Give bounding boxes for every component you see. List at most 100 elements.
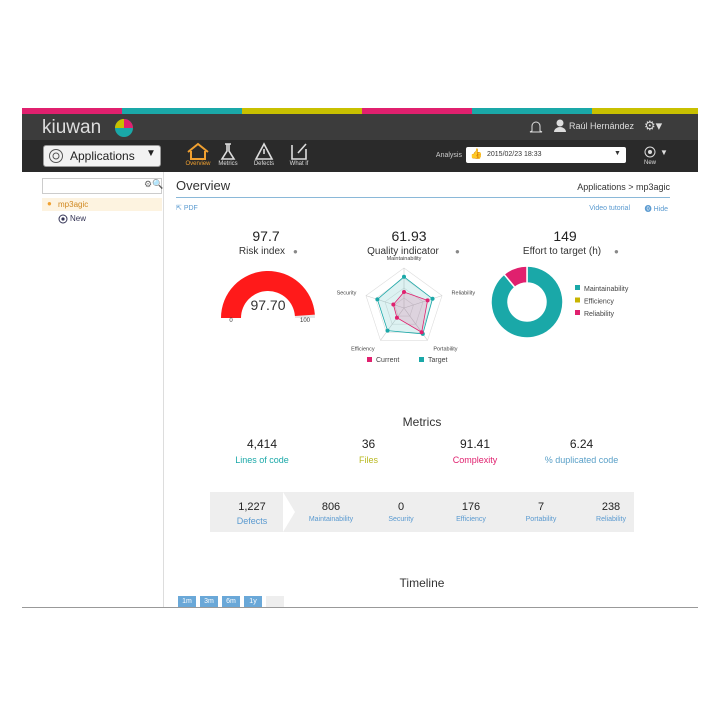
legend-swatch <box>367 357 372 362</box>
legend-label: Maintainability <box>584 286 629 293</box>
thumb-icon: 👍 <box>470 149 483 160</box>
logo: kiuwan <box>42 117 102 138</box>
pdf-text[interactable]: PDF <box>183 205 198 212</box>
top-bar <box>22 114 698 140</box>
radar-point <box>375 297 380 302</box>
bullet: ● <box>47 199 52 208</box>
defect-label[interactable]: Maintainability <box>308 516 354 523</box>
defect-label[interactable]: Security <box>388 516 414 523</box>
timeline-button[interactable]: 3m <box>200 596 218 607</box>
info-icon[interactable]: ● <box>455 247 460 256</box>
overview-title: Overview <box>176 178 231 193</box>
charts: 97.70 0 100 Maintainability Reliability Porta… <box>221 256 629 364</box>
nav-item[interactable]: Metrics <box>218 161 238 167</box>
nav-icons <box>187 142 307 160</box>
metric-value: 4,414 <box>246 437 278 451</box>
timeline-button[interactable]: 6m <box>222 596 240 607</box>
legend-label: Reliability <box>584 311 614 318</box>
legend-label: Target <box>428 357 448 364</box>
stripe <box>362 108 472 114</box>
defect-value: 1,227 <box>238 501 266 513</box>
analysis-dropdown[interactable] <box>466 147 626 163</box>
search-box[interactable] <box>42 178 162 194</box>
stripe <box>472 108 592 114</box>
effort-label: Effort to target (h) <box>522 246 602 257</box>
hide-link[interactable]: ⓿ Hide <box>644 206 668 213</box>
selected-app-row[interactable] <box>42 198 162 211</box>
app-name[interactable]: mp3agic <box>58 200 89 209</box>
risk-value: 97.7 <box>252 228 280 244</box>
new-label[interactable]: New <box>643 160 657 166</box>
defect-label[interactable]: Portability <box>525 516 557 523</box>
analysis-value: 2015/02/23 18:33 <box>487 151 542 158</box>
user-name[interactable]: Raúl Hernández <box>569 121 635 131</box>
legend-swatch <box>419 357 424 362</box>
radar-spoke <box>380 307 405 341</box>
defect-label[interactable]: Reliability <box>596 516 626 523</box>
applications-label: Applications <box>70 149 135 163</box>
app-icon <box>49 149 63 163</box>
nav-item[interactable]: Overview <box>185 161 211 167</box>
radar-axis-label: Security <box>337 291 357 297</box>
new-icon <box>58 214 68 224</box>
nav-item[interactable]: Defects <box>253 161 275 167</box>
radar-point <box>430 296 435 301</box>
radar-axis-label: Portability <box>433 346 457 352</box>
donut-slice <box>502 265 528 289</box>
radar-point <box>402 290 406 294</box>
caret: ▼ <box>146 148 156 159</box>
info-icon[interactable]: ● <box>293 247 298 256</box>
caret: ▼ <box>614 150 621 157</box>
metric-label[interactable]: Complexity <box>452 455 498 465</box>
timeline-button[interactable]: 1y <box>244 596 262 607</box>
radar-point <box>425 298 430 303</box>
radar-spoke <box>403 295 443 309</box>
legend-swatch <box>575 310 580 315</box>
new-app[interactable]: New <box>70 214 87 223</box>
caret: ▼ <box>660 148 668 157</box>
radar-area <box>392 291 429 333</box>
info-icon[interactable]: ● <box>614 247 619 256</box>
radar-area <box>376 276 433 335</box>
gauge-arc <box>221 271 315 318</box>
metric-label[interactable]: Lines of code <box>235 455 289 465</box>
radar-spoke <box>365 295 405 309</box>
metric-label[interactable]: % duplicated code <box>544 455 619 465</box>
gauge-min: 0 <box>229 318 233 324</box>
breadcrumb[interactable]: Applications > mp3agic <box>577 182 670 192</box>
quality-value: 61.93 <box>391 228 427 244</box>
radar-axis-label: Maintainability <box>387 256 422 262</box>
divider <box>176 197 670 198</box>
timeline-button[interactable]: 1m <box>178 596 196 607</box>
radar-axis-label: Reliability <box>452 291 476 297</box>
stripe <box>122 108 242 114</box>
applications-dropdown[interactable] <box>43 145 161 167</box>
legend-label: Current <box>376 357 399 364</box>
defect-label[interactable]: Defects <box>236 516 268 526</box>
defect-value: 238 <box>601 501 621 513</box>
bell-icon[interactable] <box>529 119 543 135</box>
arrow <box>283 492 295 532</box>
defect-label[interactable]: Efficiency <box>456 516 486 523</box>
timeline-button[interactable] <box>266 596 284 607</box>
new-icon[interactable] <box>644 146 656 158</box>
radar-ring <box>394 297 414 317</box>
risk-label: Risk index <box>238 246 286 257</box>
metric-value: 36 <box>361 437 376 451</box>
stripe <box>592 108 698 114</box>
nav-item[interactable]: What if <box>289 161 309 167</box>
metric-value: 6.24 <box>569 437 594 451</box>
hide-text[interactable]: Hide <box>653 206 668 213</box>
metrics-title: Metrics <box>402 415 442 429</box>
radar-point <box>391 302 396 307</box>
metric-label[interactable]: Files <box>358 455 379 465</box>
legend-swatch <box>575 285 580 290</box>
search-icon[interactable]: ⚙🔍 <box>144 179 164 189</box>
settings-icon[interactable]: ⚙▾ <box>644 118 663 133</box>
video-link[interactable]: Video tutorial <box>589 205 630 212</box>
gauge-value: 97.70 <box>250 297 285 313</box>
radar-point <box>394 315 399 320</box>
donut-slice <box>490 265 564 339</box>
radar-axis-label: Efficiency <box>351 346 375 352</box>
pdf-link[interactable]: ⇱ PDF <box>176 205 198 212</box>
